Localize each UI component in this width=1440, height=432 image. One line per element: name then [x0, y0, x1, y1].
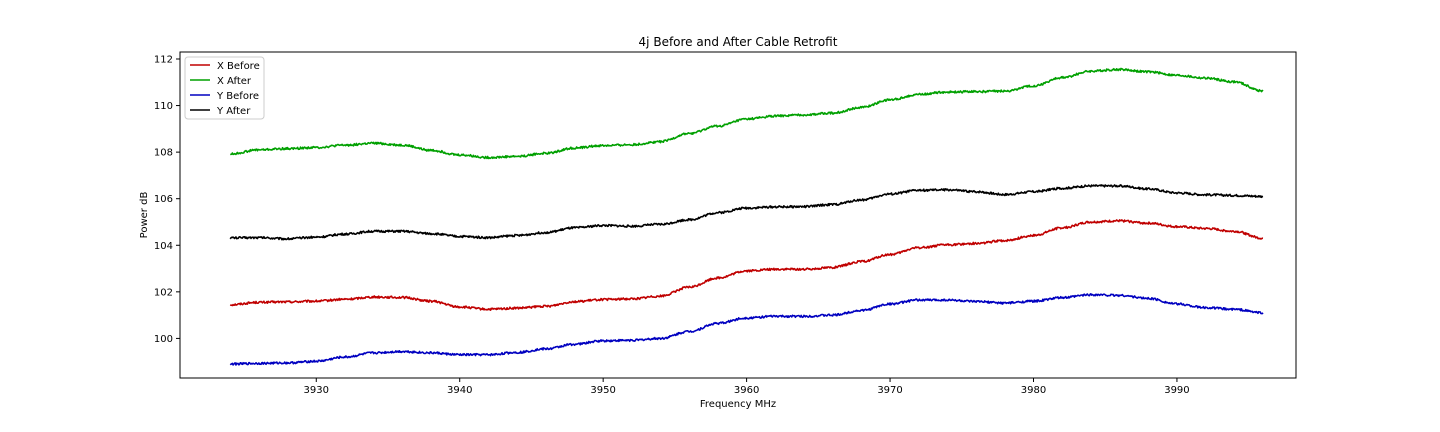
chart-title: 4j Before and After Cable Retrofit [639, 35, 838, 49]
plot-area [179, 51, 1297, 379]
x-tick-label: 3980 [1021, 385, 1046, 396]
series-layer [229, 67, 1264, 366]
y-tick-label: 110 [154, 101, 173, 112]
legend-label-y-before: Y Before [216, 91, 259, 102]
x-tick-label: 3960 [734, 385, 759, 396]
series-line-x-after [230, 67, 1264, 160]
legend: X Before X After Y Before Y After [184, 56, 265, 120]
x-tick-label: 3970 [877, 385, 902, 396]
x-axis: 3930 3940 3950 3960 3970 3980 3990 [304, 378, 1190, 396]
y-axis-label: Power dB [139, 192, 150, 239]
y-tick-label: 100 [154, 334, 173, 345]
x-axis-label: Frequency MHz [700, 399, 776, 410]
y-tick-label: 102 [154, 287, 173, 298]
x-tick-label: 3950 [590, 385, 615, 396]
legend-label-x-after: X After [217, 76, 252, 87]
series-line-y-after [229, 184, 1264, 241]
series-line-x-before [229, 219, 1264, 311]
y-tick-label: 104 [154, 241, 173, 252]
y-tick-label: 108 [154, 148, 173, 159]
legend-label-x-before: X Before [217, 61, 260, 72]
y-axis: 100 102 104 106 108 110 112 [154, 54, 180, 345]
y-tick-label: 112 [154, 54, 173, 65]
series-line-y-before [229, 292, 1264, 366]
y-tick-label: 106 [154, 194, 173, 205]
x-tick-label: 3930 [304, 385, 329, 396]
legend-label-y-after: Y After [216, 106, 251, 117]
legend-box [184, 56, 265, 120]
x-tick-label: 3990 [1164, 385, 1189, 396]
x-tick-label: 3940 [447, 385, 472, 396]
